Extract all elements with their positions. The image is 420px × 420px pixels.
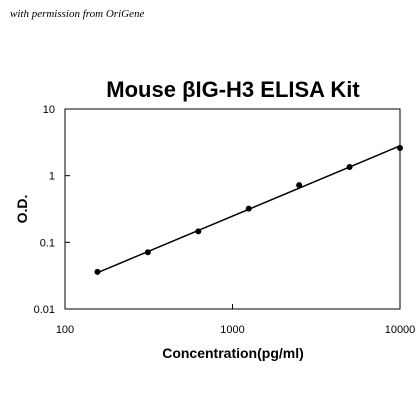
y-tick-label: 0.1 bbox=[40, 237, 55, 249]
y-tick-label: 0.01 bbox=[34, 304, 55, 316]
y-tick-label: 10 bbox=[43, 104, 55, 116]
x-tick-label: 100 bbox=[56, 324, 74, 336]
chart-title: Mouse βIG-H3 ELISA Kit bbox=[106, 77, 360, 102]
data-point bbox=[346, 163, 353, 170]
data-point bbox=[195, 228, 202, 235]
data-points-group bbox=[94, 145, 403, 275]
y-axis-label: O.D. bbox=[14, 195, 30, 224]
data-point bbox=[94, 268, 101, 275]
x-axis-ticks: 100 1000 10000 bbox=[56, 304, 415, 336]
data-point bbox=[296, 182, 303, 189]
y-axis-ticks: 0.01 0.1 1 10 bbox=[34, 104, 70, 316]
plot-area-frame bbox=[64, 108, 401, 310]
data-point bbox=[144, 249, 151, 256]
x-axis-label: Concentration(pg/ml) bbox=[162, 345, 304, 361]
y-tick-label: 1 bbox=[49, 171, 55, 183]
x-tick-label: 10000 bbox=[385, 324, 416, 336]
data-point bbox=[397, 145, 403, 152]
watermark-text: with permission from OriGene bbox=[10, 8, 145, 20]
data-point bbox=[245, 205, 252, 212]
x-tick-label: 1000 bbox=[220, 324, 244, 336]
